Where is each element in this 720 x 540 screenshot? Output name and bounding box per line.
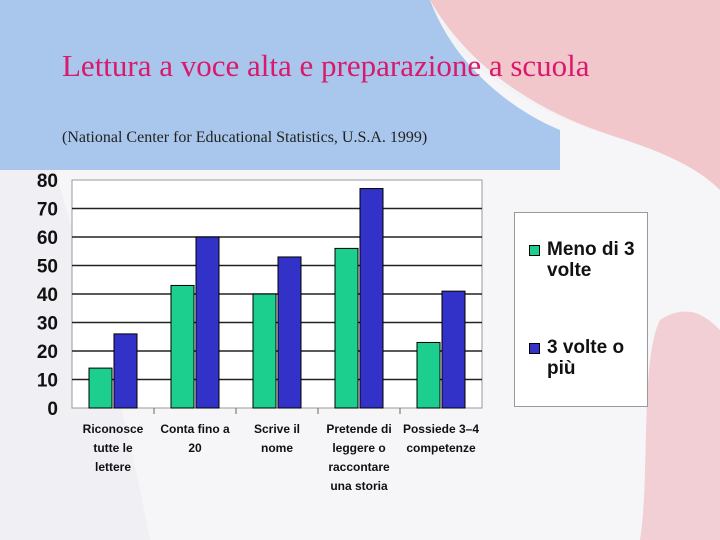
y-tick-label: 20 bbox=[37, 342, 58, 363]
bar-1-2 bbox=[170, 284, 195, 409]
y-tick-label: 80 bbox=[37, 171, 58, 192]
bar-2-4 bbox=[359, 188, 384, 409]
y-tick-label: 70 bbox=[37, 200, 58, 221]
x-tick-label: Riconosce tutte le lettere bbox=[83, 422, 144, 474]
chart-legend: Meno di 3 volte 3 volte o più bbox=[514, 212, 648, 407]
legend-label-series-1: Meno di 3 volte bbox=[547, 239, 635, 281]
y-tick-label: 60 bbox=[37, 228, 58, 249]
bar-2-5 bbox=[441, 290, 466, 409]
y-tick-label: 30 bbox=[37, 314, 58, 335]
bar-1-1 bbox=[88, 367, 113, 409]
y-tick-label: 10 bbox=[37, 371, 58, 392]
slide-subtitle: (National Center for Educational Statist… bbox=[62, 129, 428, 146]
bar-1-4 bbox=[334, 247, 359, 409]
legend-swatch-series-1 bbox=[529, 245, 540, 256]
bar-1-5 bbox=[416, 341, 441, 409]
bar-1-3 bbox=[252, 293, 277, 409]
y-tick-label: 0 bbox=[47, 399, 58, 420]
legend-label-series-2: 3 volte o più bbox=[547, 337, 625, 379]
y-tick-label: 40 bbox=[37, 285, 58, 306]
x-tick-label: Scrive il nome bbox=[254, 422, 300, 455]
legend-item-series-2: 3 volte o più bbox=[529, 337, 645, 379]
bar-2-2 bbox=[195, 236, 220, 409]
bar-2-3 bbox=[277, 256, 302, 409]
x-tick-label: Pretende di leggere o raccontare una storia bbox=[326, 422, 391, 493]
slide-title: Lettura a voce alta e preparazione a scu… bbox=[62, 48, 590, 83]
legend-swatch-series-2 bbox=[529, 343, 540, 354]
bar-2-1 bbox=[113, 333, 138, 409]
y-tick-label: 50 bbox=[37, 257, 58, 278]
x-tick-label: Conta fino a 20 bbox=[160, 422, 230, 455]
legend-item-series-1: Meno di 3 volte bbox=[529, 239, 645, 281]
x-tick-label: Possiede 3–4 competenze bbox=[403, 422, 479, 455]
